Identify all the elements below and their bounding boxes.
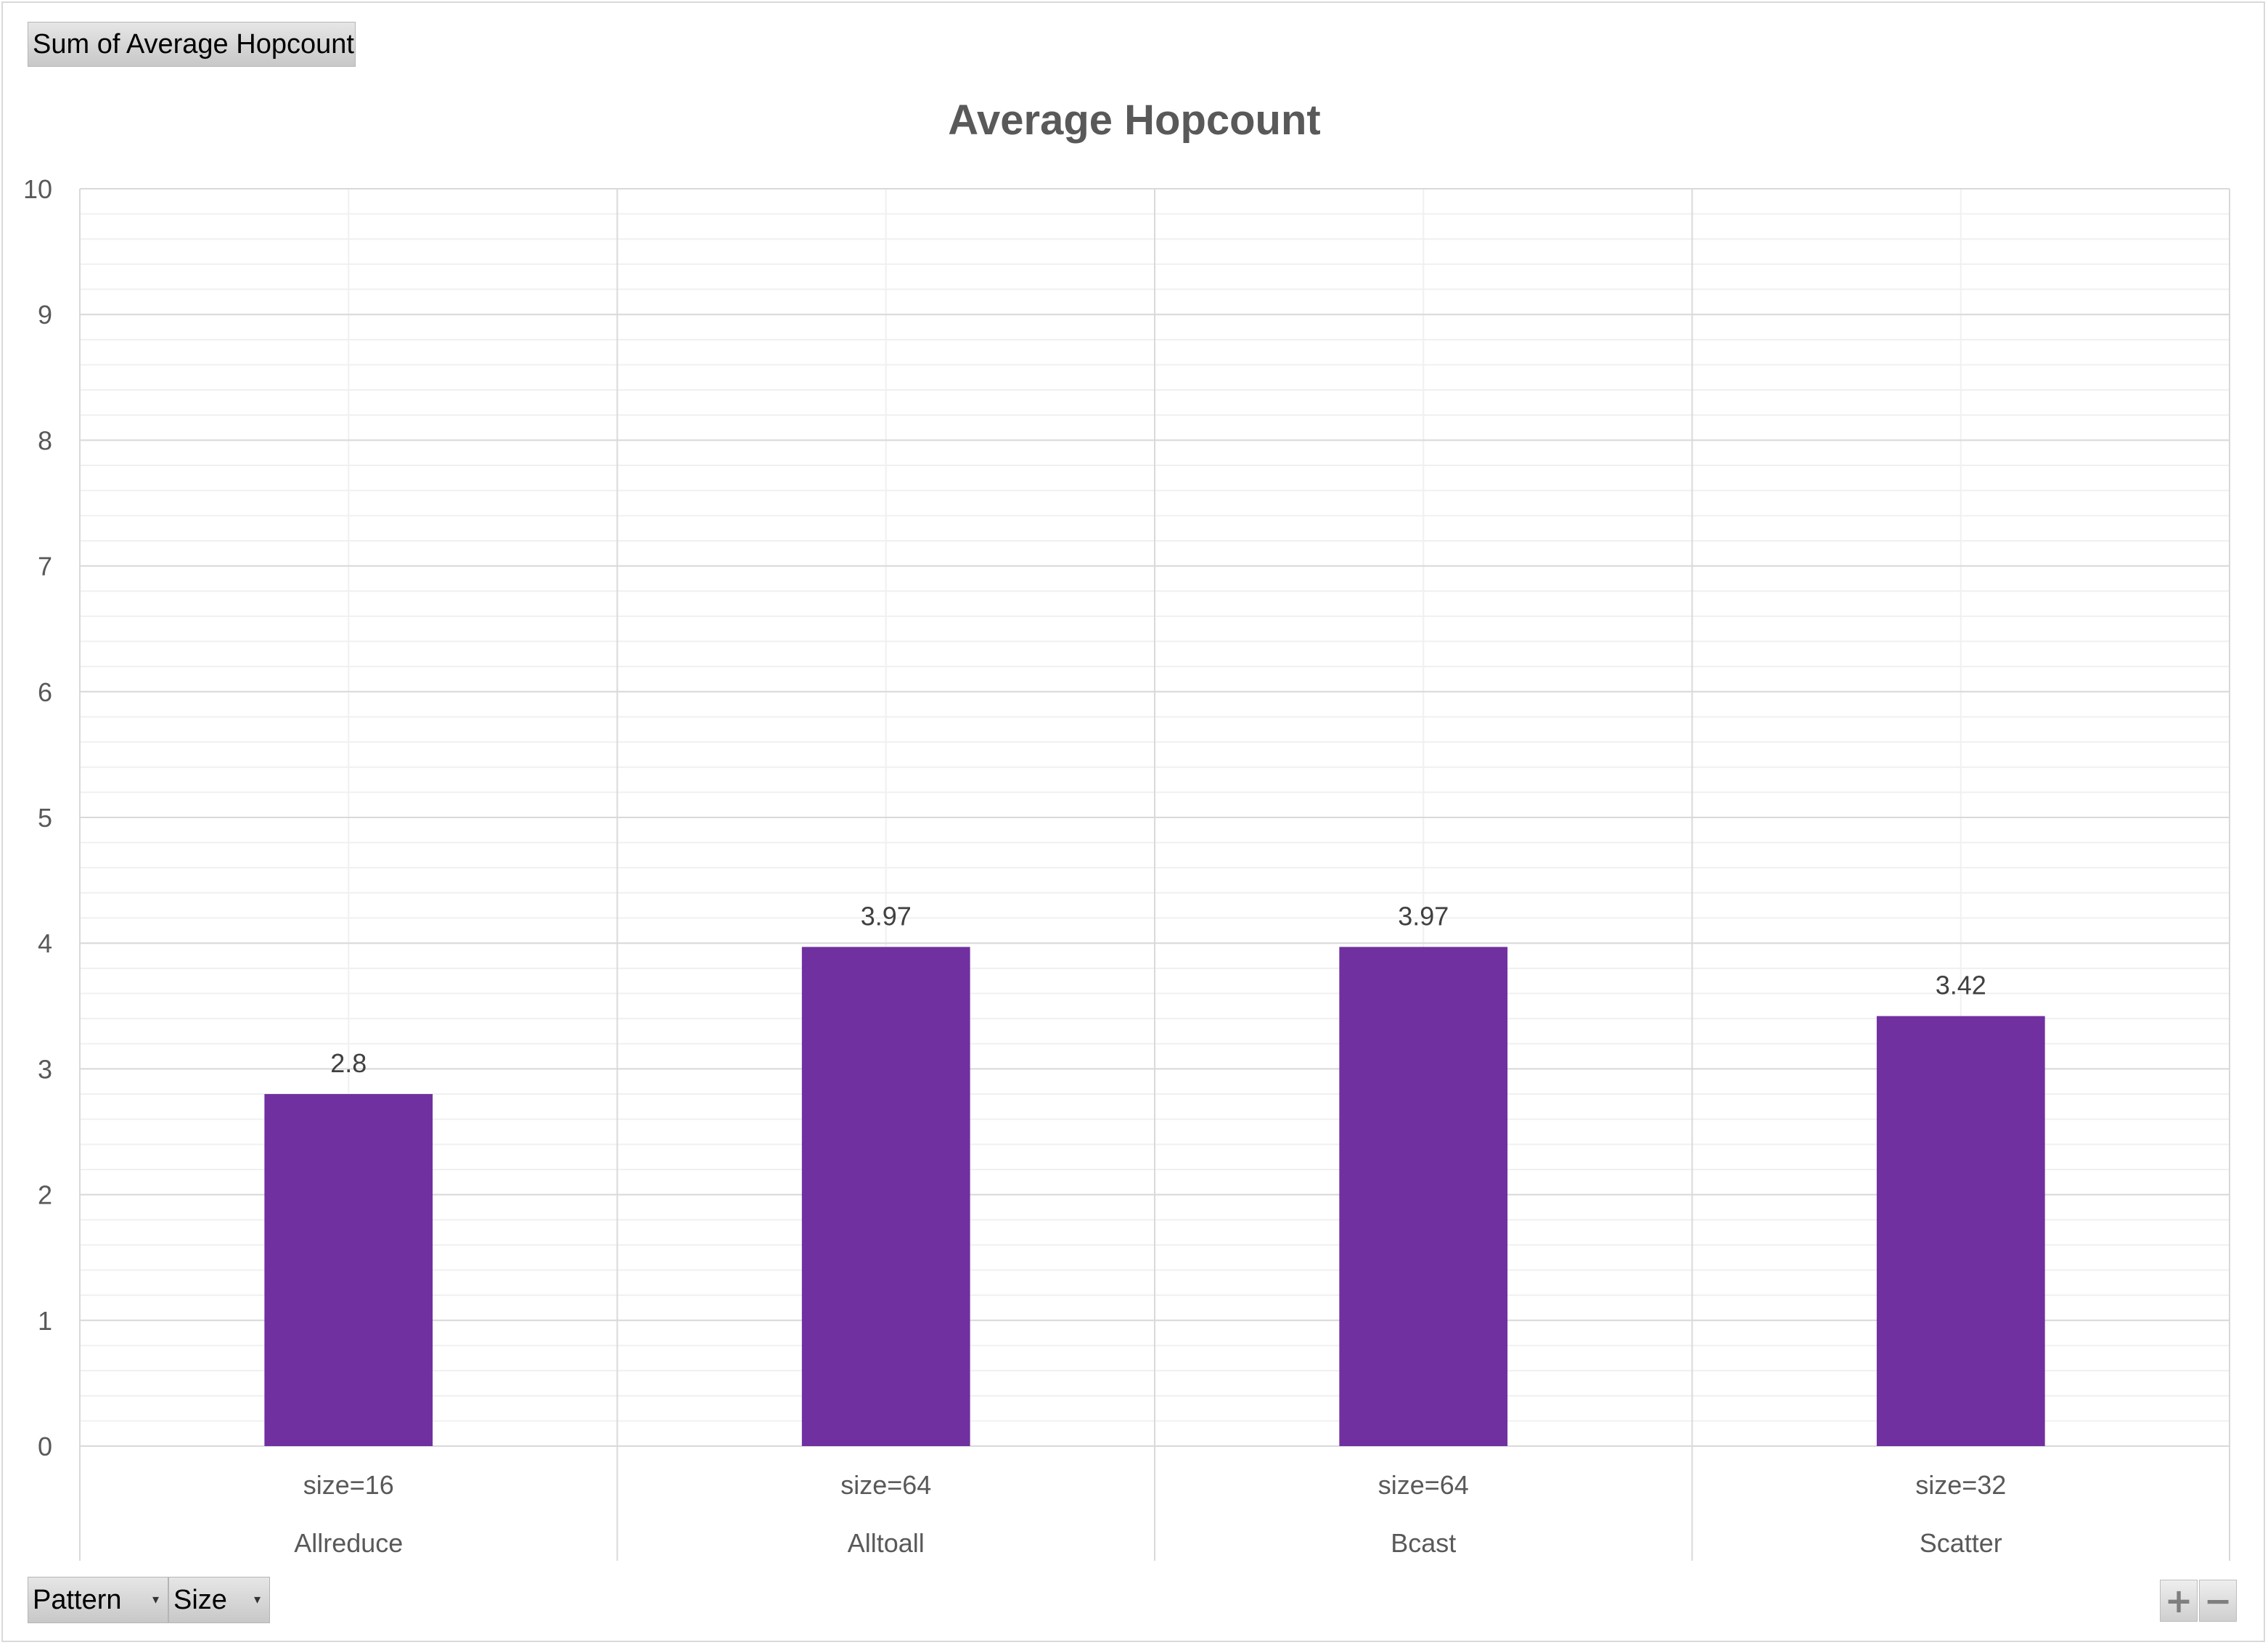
- bar: [1339, 947, 1508, 1446]
- data-label: 3.97: [861, 901, 912, 931]
- group-label: Scatter: [1920, 1528, 2002, 1558]
- value-field-button[interactable]: Sum of Average Hopcount: [28, 22, 356, 67]
- category-label: size=64: [1378, 1470, 1469, 1500]
- dropdown-arrow-icon: ▾: [253, 1592, 261, 1607]
- group-labels: Allreduce Alltoall Bcast Scatter: [294, 1528, 2002, 1558]
- group-label: Allreduce: [294, 1528, 403, 1558]
- pattern-field-button[interactable]: Pattern ▾: [28, 1577, 168, 1623]
- size-field-label: Size: [173, 1584, 227, 1615]
- y-tick-label: 5: [38, 803, 52, 833]
- data-label: 2.8: [330, 1048, 367, 1078]
- bars: [264, 947, 2045, 1446]
- y-tick-label: 2: [38, 1180, 52, 1210]
- y-tick-label: 10: [23, 174, 52, 204]
- plus-icon: +: [2164, 1581, 2193, 1620]
- minus-icon: −: [2203, 1581, 2232, 1620]
- data-label: 3.97: [1398, 901, 1449, 931]
- size-field-button[interactable]: Size ▾: [168, 1577, 270, 1623]
- value-field-label: Sum of Average Hopcount: [33, 28, 354, 60]
- group-label: Bcast: [1391, 1528, 1456, 1558]
- bar: [264, 1094, 433, 1446]
- y-axis-ticks: 0 1 2 3 4 5 6 7 8 9 10: [23, 174, 52, 1461]
- expand-field-button[interactable]: +: [2160, 1580, 2198, 1622]
- y-tick-label: 1: [38, 1306, 52, 1336]
- y-tick-label: 4: [38, 928, 52, 958]
- y-tick-label: 8: [38, 425, 52, 455]
- y-tick-label: 3: [38, 1054, 52, 1084]
- y-tick-label: 6: [38, 677, 52, 707]
- bar: [801, 947, 970, 1446]
- dropdown-arrow-icon: ▾: [152, 1592, 159, 1607]
- data-label: 3.42: [1936, 971, 1986, 1000]
- collapse-field-button[interactable]: −: [2199, 1580, 2237, 1622]
- y-tick-label: 9: [38, 300, 52, 330]
- category-label: size=64: [840, 1470, 931, 1500]
- category-label: size=32: [1915, 1470, 2006, 1500]
- group-separators: [79, 189, 2230, 1561]
- y-tick-label: 0: [38, 1432, 52, 1461]
- pattern-field-label: Pattern: [33, 1584, 122, 1615]
- group-label: Alltoall: [848, 1528, 925, 1558]
- y-tick-label: 7: [38, 552, 52, 581]
- bar: [1876, 1016, 2045, 1446]
- category-label: size=16: [303, 1470, 394, 1500]
- chart-title: Average Hopcount: [948, 97, 1320, 144]
- data-labels: 2.8 3.97 3.97 3.42: [330, 901, 1986, 1078]
- category-labels: size=16 size=64 size=64 size=32: [303, 1470, 2007, 1500]
